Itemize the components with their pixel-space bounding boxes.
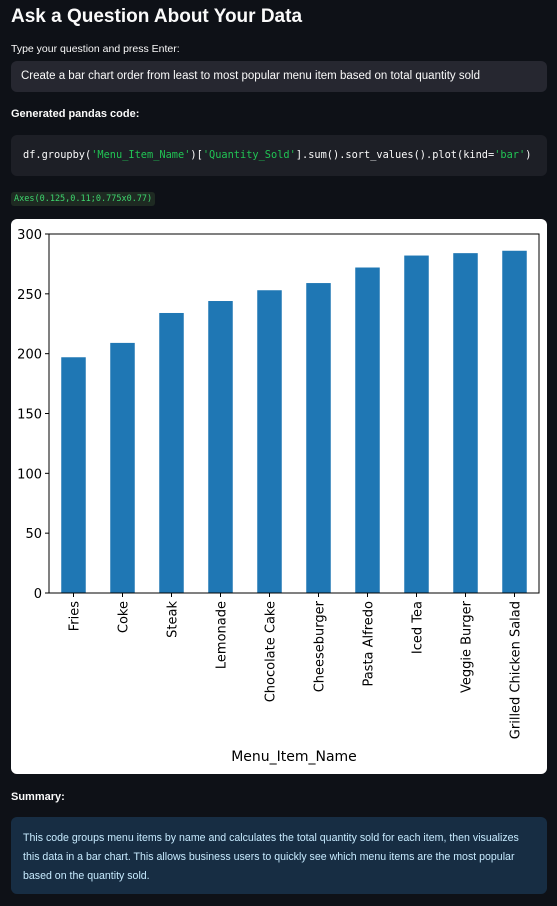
y-tick-label: 200	[17, 348, 42, 363]
chart-bar	[61, 357, 86, 593]
chart-bar	[208, 301, 233, 593]
question-input[interactable]: Create a bar chart order from least to m…	[11, 61, 547, 92]
chart-bar	[502, 250, 527, 593]
chart-bar	[159, 312, 184, 593]
question-input-label: Type your question and press Enter:	[11, 43, 180, 55]
chart-bar	[355, 267, 380, 593]
x-tick-label: Veggie Burger	[460, 600, 475, 693]
x-tick-label: Chocolate Cake	[264, 601, 279, 702]
generated-code-label: Generated pandas code:	[11, 108, 140, 120]
x-tick-label: Pasta Alfredo	[362, 601, 377, 687]
chart-card: 0 50 100 150 200 250 300 Fries Coke Steak Lemonade…	[11, 219, 547, 774]
x-tick-label: Steak	[166, 601, 181, 638]
x-tick-label: Grilled Chicken Salad	[509, 601, 524, 739]
x-tick-label: Cheeseburger	[313, 600, 328, 692]
summary-label: Summary:	[11, 791, 65, 803]
summary-box: This code groups menu items by name and …	[11, 817, 547, 894]
chart-bar	[404, 255, 429, 593]
bar-chart: 0 50 100 150 200 250 300 Fries Coke Steak Lemonade…	[17, 228, 540, 765]
chart-bar	[306, 283, 331, 593]
y-tick-label: 300	[17, 228, 42, 243]
y-tick-label: 150	[17, 408, 42, 423]
y-tick-label: 100	[17, 467, 42, 482]
chart-bar	[257, 290, 282, 593]
code-token: )	[525, 149, 532, 161]
summary-text: This code groups menu items by name and …	[23, 832, 519, 882]
x-tick-label: Coke	[117, 601, 132, 633]
code-token: ].sum().sort_values().plot(kind=	[295, 149, 495, 161]
code-token: df.groupby(	[23, 149, 92, 161]
code-token: )[	[190, 149, 203, 161]
y-tick-label: 0	[34, 587, 42, 602]
code-block: df.groupby('Menu_Item_Name')['Quantity_S…	[11, 135, 547, 176]
y-tick-label: 250	[17, 288, 42, 303]
axes-output-badge: Axes(0.125,0.11;0.775x0.77)	[11, 192, 156, 206]
page-title: Ask a Question About Your Data	[11, 6, 303, 27]
x-axis-label: Menu_Item_Name	[231, 749, 357, 765]
x-tick-label: Iced Tea	[411, 601, 426, 654]
code-string-token: 'Quantity_Sold'	[202, 149, 296, 161]
chart-bar	[453, 253, 478, 593]
chart-bar	[110, 342, 135, 593]
x-tick-label: Lemonade	[215, 601, 230, 669]
code-string-token: 'bar'	[494, 149, 526, 161]
x-tick-label: Fries	[68, 601, 83, 631]
y-tick-label: 50	[25, 527, 42, 542]
code-string-token: 'Menu_Item_Name'	[91, 149, 191, 161]
